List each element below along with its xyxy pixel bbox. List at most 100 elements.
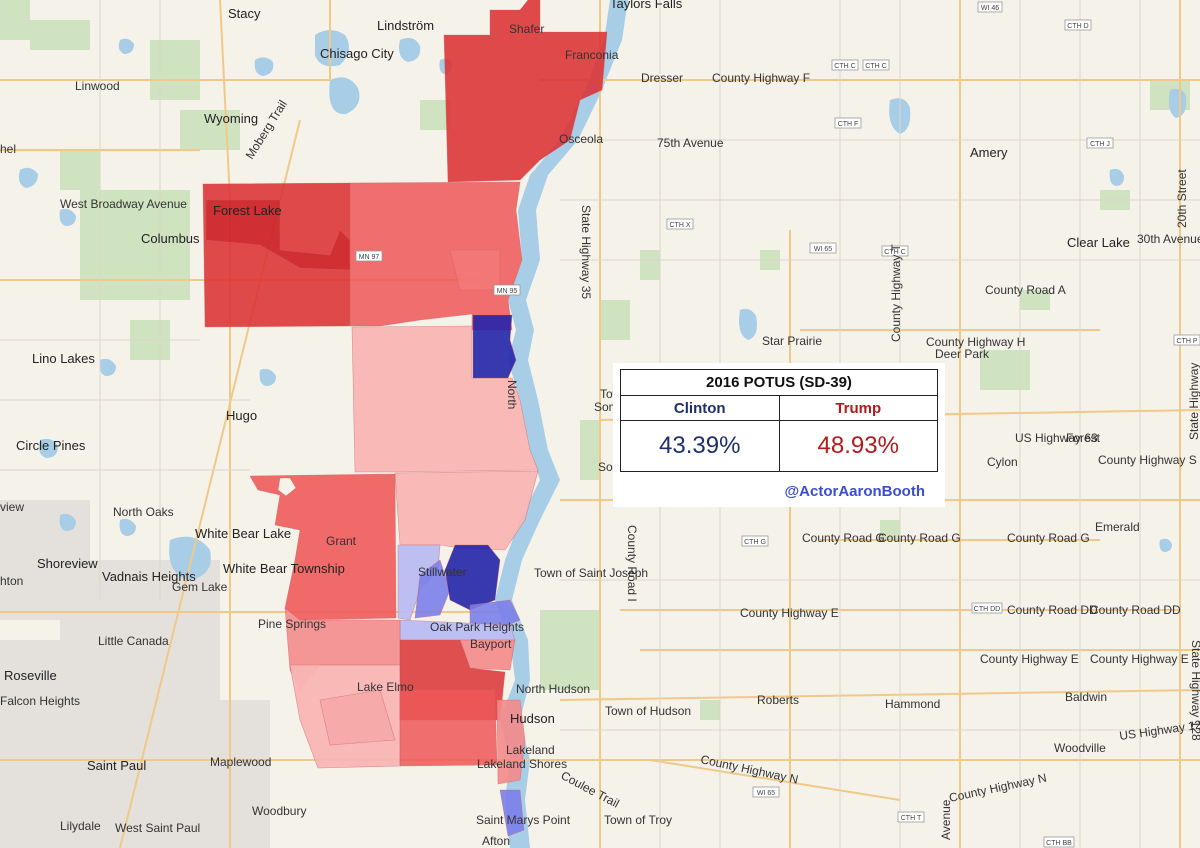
road-label: County Highway E [740, 606, 839, 620]
place-label: Clear Lake [1067, 235, 1130, 250]
place-label: Dresser [641, 71, 683, 85]
road-label: Avenue [939, 799, 953, 840]
st-croix-river [495, 0, 628, 848]
road-label: County Highway E [1090, 652, 1189, 666]
parks [0, 0, 1190, 720]
route-shield: MN 95 [497, 288, 518, 295]
route-shield: CTH P [1177, 338, 1198, 345]
place-label: Baldwin [1065, 690, 1107, 704]
road-label: County Road G [878, 531, 961, 545]
precinct-marine-on-st-croix [472, 314, 517, 379]
place-label: Lakeland [506, 743, 555, 757]
place-label: Shoreview [37, 556, 98, 571]
route-shield: CTH F [838, 121, 859, 128]
route-shield: WI 46 [981, 5, 999, 12]
route-shield: CTH C [884, 249, 905, 256]
precinct-st-marys-point [499, 789, 525, 837]
place-label: Gem Lake [172, 580, 228, 594]
precinct-stillwater-east [469, 599, 521, 629]
results-table: 2016 POTUS (SD-39) Clinton Trump 43.39% … [620, 369, 938, 472]
place-label: Som [594, 400, 619, 414]
road-label: County Highway F [712, 71, 810, 85]
place-label: Little Canada [98, 634, 169, 648]
route-shield: MN 97 [359, 254, 380, 261]
road-label: State Highway 35 [579, 205, 593, 299]
place-label: Stacy [228, 6, 261, 21]
place-label: hel [0, 142, 16, 156]
candidate-pct-trump: 48.93% [778, 420, 938, 472]
place-label: Roberts [757, 693, 799, 707]
place-label: Town of Hudson [605, 704, 691, 718]
author-credit-text: @ActorAaronBooth [784, 483, 925, 500]
place-label: Emerald [1095, 520, 1140, 534]
precinct-lake-elmo-inner [319, 689, 396, 746]
route-shield: CTH C [834, 63, 855, 70]
place-label: Lake Elmo [357, 680, 414, 694]
place-label: Taylors Falls [610, 0, 683, 11]
place-label: Falcon Heights [0, 694, 80, 708]
district-precincts [202, 0, 608, 837]
place-label: Saint Marys Point [476, 813, 571, 827]
precinct-grant [249, 473, 397, 621]
place-label: hton [0, 574, 23, 588]
lakes [18, 30, 1187, 580]
place-label: Columbus [141, 231, 200, 246]
route-shield: CTH T [901, 815, 922, 822]
precinct-lakeland [496, 699, 526, 785]
place-label: Lindström [377, 18, 434, 33]
road-label: State Highway 128 [1189, 640, 1200, 741]
road-label: County Road DD [1090, 603, 1181, 617]
candidate-pct-clinton: 43.39% [620, 420, 780, 472]
route-shield: WI 65 [814, 246, 832, 253]
results-title: 2016 POTUS (SD-39) [620, 369, 938, 396]
results-panel: 2016 POTUS (SD-39) Clinton Trump 43.39% … [613, 363, 945, 507]
place-label: view [0, 500, 24, 514]
place-labels: Stacy Lindström Taylors Falls Shafer Fra… [0, 0, 1140, 848]
place-label: Lino Lakes [32, 351, 95, 366]
place-label: Hugo [226, 408, 257, 423]
place-label: Grant [326, 534, 357, 548]
precinct-may [351, 325, 539, 473]
place-label: Deer Park [935, 347, 990, 361]
route-shield: CTH X [670, 222, 691, 229]
place-label: Osceola [559, 132, 603, 146]
place-label: Afton [482, 834, 510, 848]
place-label: Cylon [987, 455, 1018, 469]
precinct-west-lakeland [399, 689, 498, 767]
route-shield: CTH G [744, 539, 766, 546]
place-label: Town of Troy [604, 813, 672, 827]
place-label: Forest Lake [213, 203, 282, 218]
road-label: US Highway 63 [1015, 431, 1098, 445]
road-label: North [505, 380, 519, 409]
road-label: County Highway H [926, 335, 1025, 349]
place-label: Franconia [565, 48, 619, 62]
place-label: Woodbury [252, 804, 306, 818]
road-label: 75th Avenue [657, 136, 724, 150]
place-label: North Hudson [516, 682, 590, 696]
place-label: West Saint Paul [115, 821, 200, 835]
place-label: Star Prairie [762, 334, 822, 348]
urban-areas [0, 500, 270, 848]
place-label: Saint Paul [87, 758, 146, 773]
road-label: 20th Street [1175, 169, 1189, 228]
route-shield: CTH C [865, 63, 886, 70]
road-label: County Road I [625, 525, 639, 602]
author-credit: @ActorAaronBooth [613, 483, 945, 500]
place-label: Circle Pines [16, 438, 86, 453]
place-label: Roseville [4, 668, 57, 683]
road-label: State Highway [1187, 363, 1200, 440]
precinct-stillwater-mid [414, 559, 451, 619]
road-label: County Highway E [980, 652, 1079, 666]
road-label: West Broadway Avenue [60, 197, 187, 211]
route-shield: CTH BB [1046, 840, 1072, 847]
precinct-grant-notch [277, 477, 297, 497]
place-label: Lakeland Shores [477, 757, 567, 771]
place-label: Vadnais Heights [102, 569, 196, 584]
place-label: Wyoming [204, 111, 258, 126]
route-shield: CTH J [1090, 141, 1110, 148]
place-label: North Oaks [113, 505, 174, 519]
place-label: Linwood [75, 79, 120, 93]
road-label: 30th Avenue [1137, 232, 1200, 246]
place-label: Chisago City [320, 46, 394, 61]
